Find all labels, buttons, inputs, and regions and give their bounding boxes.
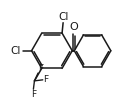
Text: F: F bbox=[39, 64, 44, 73]
Text: Cl: Cl bbox=[58, 12, 68, 22]
Text: F: F bbox=[43, 75, 48, 84]
Text: F: F bbox=[31, 90, 36, 99]
Text: Cl: Cl bbox=[11, 46, 21, 56]
Text: O: O bbox=[69, 23, 78, 33]
